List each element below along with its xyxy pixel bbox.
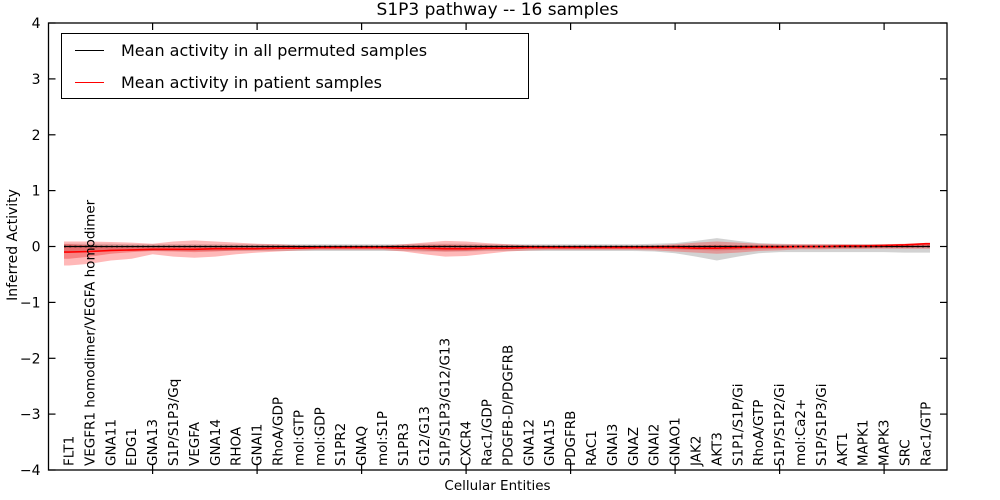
x-category-label: VEGFA xyxy=(187,421,203,466)
x-category-label: G12/G13 xyxy=(417,406,433,466)
x-category-label: mol:Ca2+ xyxy=(793,399,809,466)
x-category-label: S1PR3 xyxy=(396,423,412,466)
x-category-label: S1P1/S1P/Gi xyxy=(730,384,746,467)
x-category-label: VEGFR1 homodimer/VEGFA homodimer xyxy=(82,199,98,466)
y-tick-label: −3 xyxy=(20,407,41,423)
x-category-label: GNAI1 xyxy=(250,424,266,466)
x-category-label: GNA11 xyxy=(103,419,119,466)
x-category-label: MAPK1 xyxy=(856,420,872,466)
legend-label-permuted: Mean activity in all permuted samples xyxy=(121,40,428,60)
band-permuted-samples-range xyxy=(64,238,930,261)
x-category-label: CXCR4 xyxy=(459,421,475,466)
x-category-label: S1P/S1P3/G12/G13 xyxy=(438,338,454,466)
x-category-label: GNA12 xyxy=(521,419,537,466)
x-axis-label: Cellular Entities xyxy=(444,478,551,494)
x-category-label: RhoA/GDP xyxy=(271,397,287,466)
x-category-label: S1P/S1P2/Gi xyxy=(772,384,788,467)
y-tick-label: 3 xyxy=(32,72,41,88)
x-category-label: GNA13 xyxy=(145,419,161,466)
y-tick-label: 4 xyxy=(32,16,41,32)
legend-item-patient: Mean activity in patient samples xyxy=(75,73,528,92)
x-category-label: Rac1/GTP xyxy=(918,402,934,466)
y-tick-label: −4 xyxy=(20,463,41,479)
x-category-label: GNAI3 xyxy=(605,424,621,466)
x-category-label: Rac1/GDP xyxy=(480,399,496,466)
x-category-label: AKT1 xyxy=(835,432,851,466)
x-category-label: GNAI2 xyxy=(647,424,663,466)
y-tick-label: 0 xyxy=(32,240,41,256)
x-category-label: SRC xyxy=(898,439,914,466)
chart-title: S1P3 pathway -- 16 samples xyxy=(376,0,619,20)
x-category-label: S1PR2 xyxy=(333,423,349,466)
y-tick-label: −1 xyxy=(20,295,41,311)
x-category-label: GNAQ xyxy=(354,426,370,466)
y-tick-label: 1 xyxy=(32,184,41,200)
legend: Mean activity in all permuted samples Me… xyxy=(61,33,529,99)
x-category-label: EDG1 xyxy=(124,428,140,466)
patient-mean-line xyxy=(64,242,930,253)
x-category-label: GNA15 xyxy=(542,419,558,466)
legend-item-permuted: Mean activity in all permuted samples xyxy=(75,41,528,60)
legend-line-patient-icon xyxy=(75,81,104,83)
x-category-label: RAC1 xyxy=(584,430,600,466)
band-patient-samples-range-outer xyxy=(64,240,930,266)
x-category-label: mol:GDP xyxy=(312,407,328,466)
y-tick-label: 2 xyxy=(32,128,41,144)
legend-line-permuted-icon xyxy=(75,49,104,51)
y-tick-label: −2 xyxy=(20,351,41,367)
x-category-label: JAK2 xyxy=(689,436,705,467)
x-category-label: S1P/S1P3/Gi xyxy=(814,384,830,467)
x-category-label: GNAZ xyxy=(626,427,642,466)
x-category-label: S1P/S1P3/Gq xyxy=(166,379,182,466)
x-category-label: mol:S1P xyxy=(375,411,391,466)
x-category-label: mol:GTP xyxy=(291,410,307,466)
y-axis-label: Inferred Activity xyxy=(5,189,21,301)
legend-label-patient: Mean activity in patient samples xyxy=(121,72,382,92)
x-category-label: PDGFB-D/PDGFRB xyxy=(500,345,516,466)
x-category-label: MAPK3 xyxy=(877,420,893,466)
x-category-label: GNAO1 xyxy=(668,417,684,466)
x-category-label: AKT3 xyxy=(709,432,725,466)
x-category-label: RHOA xyxy=(229,426,245,466)
x-category-label: RhoA/GTP xyxy=(751,400,767,466)
x-category-label: FLT1 xyxy=(62,436,78,466)
x-category-label: PDGFRB xyxy=(563,411,579,466)
x-category-label: GNA14 xyxy=(208,419,224,466)
